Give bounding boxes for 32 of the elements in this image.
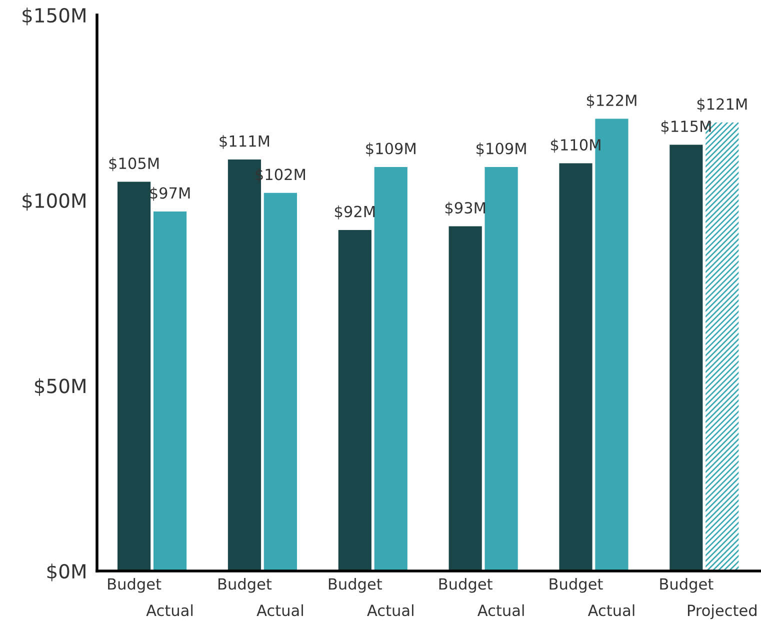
y-tick-label: $100M xyxy=(22,192,86,211)
bar xyxy=(374,166,408,571)
bar xyxy=(118,182,151,571)
data-label: $121M xyxy=(697,98,747,112)
data-label: $109M xyxy=(366,142,416,156)
data-label: $105M xyxy=(109,157,159,172)
x-tick-label: Actual xyxy=(588,604,634,616)
x-tick-label: Budget xyxy=(108,578,162,593)
x-tick-label: Budget xyxy=(660,578,714,593)
bar xyxy=(448,226,482,571)
x-tick-label: Projected xyxy=(688,604,756,620)
x-tick-label: Budget xyxy=(218,578,272,593)
y-tick-label: $0M xyxy=(47,564,86,582)
bar xyxy=(670,144,703,571)
x-tick-label: Budget xyxy=(328,578,382,593)
data-label: $109M xyxy=(476,142,526,156)
x-tick-label: Actual xyxy=(256,604,303,616)
data-label: $111M xyxy=(220,135,270,149)
x-tick-label: Budget xyxy=(550,578,603,593)
data-label: $93M xyxy=(445,202,486,216)
bar xyxy=(264,192,297,571)
data-label: $122M xyxy=(586,94,636,108)
bar xyxy=(559,163,592,571)
bar xyxy=(338,230,372,571)
x-tick-label: Actual xyxy=(146,604,193,616)
x-tick-label: Actual xyxy=(477,604,524,616)
bar xyxy=(153,211,187,571)
y-tick-label: $150M xyxy=(22,8,86,26)
y-tick-label: $50M xyxy=(35,378,86,396)
x-tick-label: Actual xyxy=(367,604,414,616)
x-tick-label: Budget xyxy=(439,578,492,593)
bar xyxy=(484,166,518,571)
